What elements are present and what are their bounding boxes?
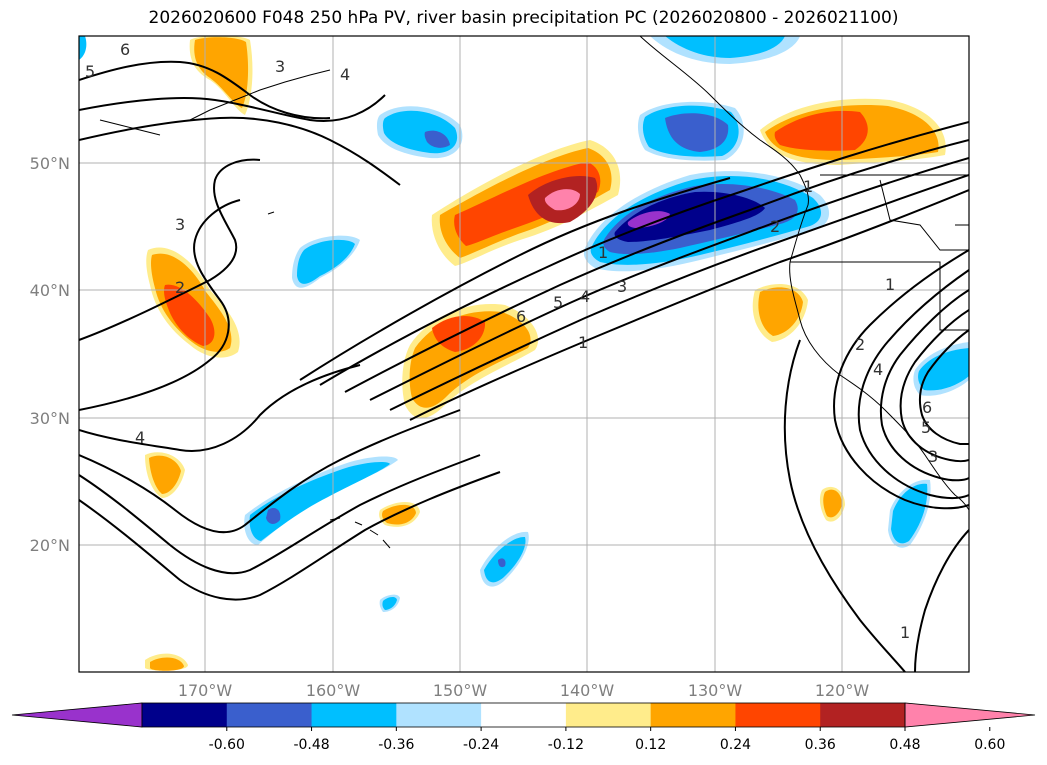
contour-label: 6: [120, 40, 130, 59]
pv-contours: [79, 60, 969, 672]
contour-label: 5: [921, 418, 931, 437]
lat-label-20n: 20°N: [30, 536, 70, 555]
contour-label: 4: [135, 428, 145, 447]
lon-label-160w: 160°W: [306, 681, 361, 700]
colorbar-tick-label: 0.48: [889, 737, 920, 753]
graticule: [79, 36, 969, 672]
contour-label: 3: [928, 447, 938, 466]
contour-label: 1: [598, 243, 608, 262]
colorbar-segment: [226, 703, 313, 727]
colorbar-tick-label: 0.24: [720, 737, 751, 753]
contour-label: 6: [922, 398, 932, 417]
contour-label: 4: [873, 360, 883, 379]
colorbar-tick-label: 0.12: [635, 737, 666, 753]
contour-labels: 6 5 3 4 3 2 1 2 1 6 5 4 3 1 4 1 2 4 5 6 …: [85, 40, 938, 642]
contour-label: 1: [803, 177, 813, 196]
contour-label: 1: [578, 333, 588, 352]
colorbar-tick-label: -0.36: [378, 737, 414, 753]
contour-label: 3: [617, 277, 627, 296]
map-title: 2026020600 F048 250 hPa PV, river basin …: [148, 8, 899, 28]
contour-label: 2: [770, 217, 780, 236]
colorbar-tick-label: 0.60: [974, 737, 1005, 753]
lat-label-40n: 40°N: [30, 281, 70, 300]
colorbar-tick-label: 0.36: [805, 737, 836, 753]
contour-label: 3: [175, 215, 185, 234]
colorbar-extend-min: [11, 702, 143, 728]
lon-label-120w: 120°W: [815, 681, 870, 700]
lat-label-50n: 50°N: [30, 154, 70, 173]
colorbar-segment: [481, 703, 567, 727]
lon-label-150w: 150°W: [433, 681, 488, 700]
lon-label-130w: 130°W: [688, 681, 743, 700]
colorbar: -0.60 -0.48 -0.36 -0.24 -0.12 0.12 0.24 0.36 0.4…: [11, 702, 1036, 753]
colorbar-extend-max: [904, 702, 1036, 728]
contour-label: 5: [85, 62, 95, 81]
colorbar-tick-label: -0.12: [548, 737, 584, 753]
contour-label: 4: [340, 65, 350, 84]
colorbar-tick-label: -0.60: [209, 737, 245, 753]
shading-layer: [79, 36, 969, 671]
colorbar-tick-label: -0.24: [463, 737, 499, 753]
map-frame: [78, 35, 970, 673]
contour-label: 5: [553, 293, 563, 312]
contour-label: 3: [275, 57, 285, 76]
contour-label: 1: [885, 275, 895, 294]
map-content: 6 5 3 4 3 2 1 2 1 6 5 4 3 1 4 1 2 4 5 6 …: [79, 36, 969, 672]
colorbar-segment: [565, 703, 652, 727]
colorbar-segment: [820, 703, 906, 727]
colorbar-segment: [735, 703, 821, 727]
colorbar-segment: [311, 703, 397, 727]
contour-label: 2: [175, 278, 185, 297]
lon-label-170w: 170°W: [178, 681, 233, 700]
lon-label-140w: 140°W: [560, 681, 615, 700]
colorbar-segment: [142, 703, 228, 727]
colorbar-frame: [141, 702, 906, 728]
contour-label: 4: [580, 287, 590, 306]
colorbar-tick-label: -0.48: [293, 737, 329, 753]
colorbar-segment: [650, 703, 736, 727]
contour-label: 6: [516, 307, 526, 326]
lat-label-30n: 30°N: [30, 409, 70, 428]
contour-label: 2: [855, 335, 865, 354]
colorbar-segment: [396, 703, 482, 727]
contour-label: 1: [900, 623, 910, 642]
